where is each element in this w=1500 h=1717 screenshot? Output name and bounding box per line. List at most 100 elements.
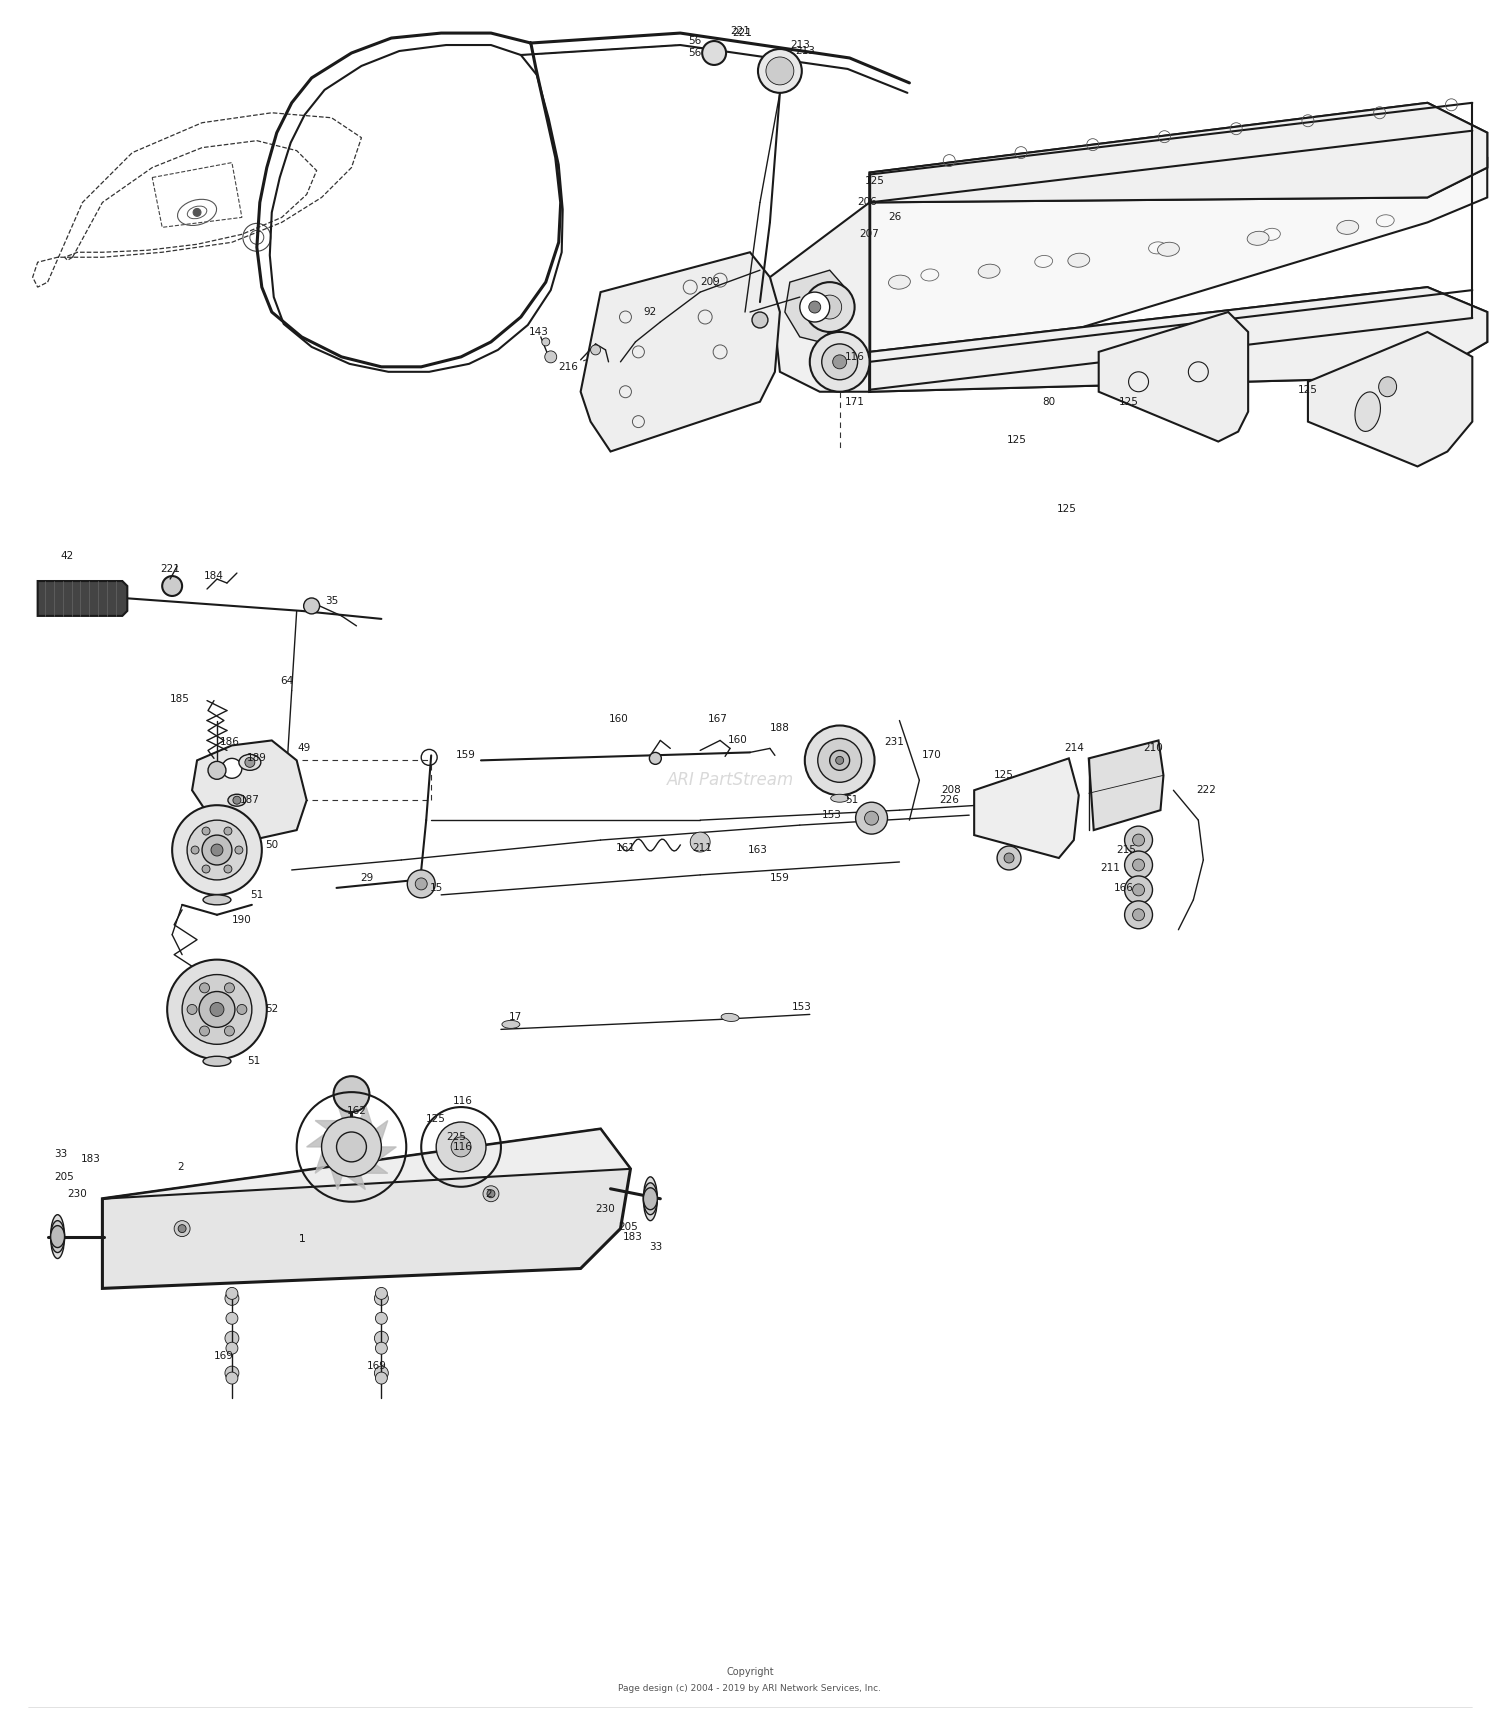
Circle shape: [211, 845, 223, 857]
Ellipse shape: [238, 754, 261, 771]
Polygon shape: [102, 1130, 630, 1288]
Text: 1: 1: [298, 1233, 304, 1243]
Circle shape: [200, 982, 210, 992]
Text: 17: 17: [509, 1013, 522, 1022]
Polygon shape: [870, 127, 1488, 391]
Text: 52: 52: [266, 1004, 279, 1015]
Circle shape: [542, 338, 549, 345]
Polygon shape: [870, 287, 1488, 391]
Circle shape: [244, 757, 255, 767]
Circle shape: [808, 300, 820, 312]
Circle shape: [1125, 876, 1152, 903]
Circle shape: [818, 295, 842, 319]
Polygon shape: [870, 287, 1488, 391]
Polygon shape: [306, 1132, 351, 1147]
Circle shape: [818, 738, 861, 783]
Text: 92: 92: [644, 307, 657, 318]
Circle shape: [1132, 858, 1144, 871]
Ellipse shape: [644, 1176, 657, 1221]
Text: 231: 231: [885, 737, 904, 747]
Text: 33: 33: [54, 1149, 68, 1159]
Circle shape: [200, 1027, 210, 1035]
Circle shape: [375, 1372, 387, 1384]
Text: 163: 163: [748, 845, 768, 855]
Text: 226: 226: [939, 795, 958, 805]
Text: Page design (c) 2004 - 2019 by ARI Network Services, Inc.: Page design (c) 2004 - 2019 by ARI Netwo…: [618, 1684, 882, 1693]
Ellipse shape: [202, 895, 231, 905]
Circle shape: [303, 598, 320, 615]
Ellipse shape: [644, 1188, 657, 1210]
Polygon shape: [870, 103, 1488, 203]
Circle shape: [224, 828, 232, 834]
Circle shape: [1004, 853, 1014, 864]
Circle shape: [591, 345, 600, 355]
Circle shape: [864, 810, 879, 826]
Circle shape: [194, 208, 201, 216]
Circle shape: [1132, 884, 1144, 896]
Circle shape: [800, 292, 830, 323]
Circle shape: [182, 975, 252, 1044]
Text: 167: 167: [708, 714, 728, 723]
Ellipse shape: [1158, 242, 1179, 256]
Text: ARI PartStream: ARI PartStream: [666, 771, 794, 790]
Text: 169: 169: [366, 1362, 387, 1372]
Text: 213: 213: [790, 39, 810, 50]
Polygon shape: [1089, 740, 1164, 829]
Circle shape: [178, 1224, 186, 1233]
Text: 213: 213: [795, 46, 814, 57]
Text: 26: 26: [888, 213, 902, 223]
Ellipse shape: [1246, 232, 1269, 246]
Text: 162: 162: [346, 1106, 366, 1116]
Text: 208: 208: [942, 785, 962, 795]
Polygon shape: [38, 580, 128, 616]
Circle shape: [483, 1186, 500, 1202]
Circle shape: [408, 871, 435, 898]
Circle shape: [766, 57, 794, 84]
Ellipse shape: [51, 1221, 64, 1252]
Polygon shape: [344, 1147, 366, 1190]
Circle shape: [188, 821, 248, 879]
Text: 116: 116: [453, 1142, 472, 1152]
Circle shape: [226, 1288, 238, 1300]
Text: 205: 205: [54, 1171, 75, 1181]
Circle shape: [375, 1291, 388, 1305]
Polygon shape: [338, 1104, 360, 1147]
Polygon shape: [351, 1121, 388, 1147]
Ellipse shape: [978, 264, 1000, 278]
Text: 125: 125: [994, 771, 1014, 780]
Text: 206: 206: [858, 197, 877, 208]
Ellipse shape: [1068, 252, 1089, 268]
Polygon shape: [974, 759, 1078, 858]
Text: 51: 51: [251, 889, 264, 900]
Ellipse shape: [722, 1013, 740, 1022]
Text: 125: 125: [1298, 385, 1318, 395]
Circle shape: [488, 1190, 495, 1198]
Ellipse shape: [228, 795, 246, 807]
Text: 56: 56: [688, 48, 702, 58]
Circle shape: [544, 350, 556, 362]
Text: Copyright: Copyright: [726, 1667, 774, 1678]
Circle shape: [416, 877, 428, 889]
Text: 210: 210: [1143, 743, 1164, 754]
Text: 184: 184: [204, 572, 224, 580]
Text: 15: 15: [429, 883, 442, 893]
Polygon shape: [1308, 331, 1473, 467]
Ellipse shape: [1336, 220, 1359, 234]
Circle shape: [836, 757, 843, 764]
Circle shape: [336, 1132, 366, 1162]
Text: 51: 51: [844, 795, 858, 805]
Polygon shape: [351, 1104, 374, 1147]
Circle shape: [196, 1209, 207, 1219]
Ellipse shape: [644, 1183, 657, 1214]
Circle shape: [375, 1343, 387, 1355]
Circle shape: [702, 41, 726, 65]
Text: 222: 222: [1197, 785, 1216, 795]
Circle shape: [752, 312, 768, 328]
Text: 209: 209: [700, 276, 720, 287]
Circle shape: [375, 1331, 388, 1344]
Text: 64: 64: [280, 676, 294, 685]
Text: 166: 166: [1113, 883, 1134, 893]
Ellipse shape: [831, 795, 849, 802]
Circle shape: [236, 846, 243, 853]
Text: 221: 221: [160, 565, 180, 573]
